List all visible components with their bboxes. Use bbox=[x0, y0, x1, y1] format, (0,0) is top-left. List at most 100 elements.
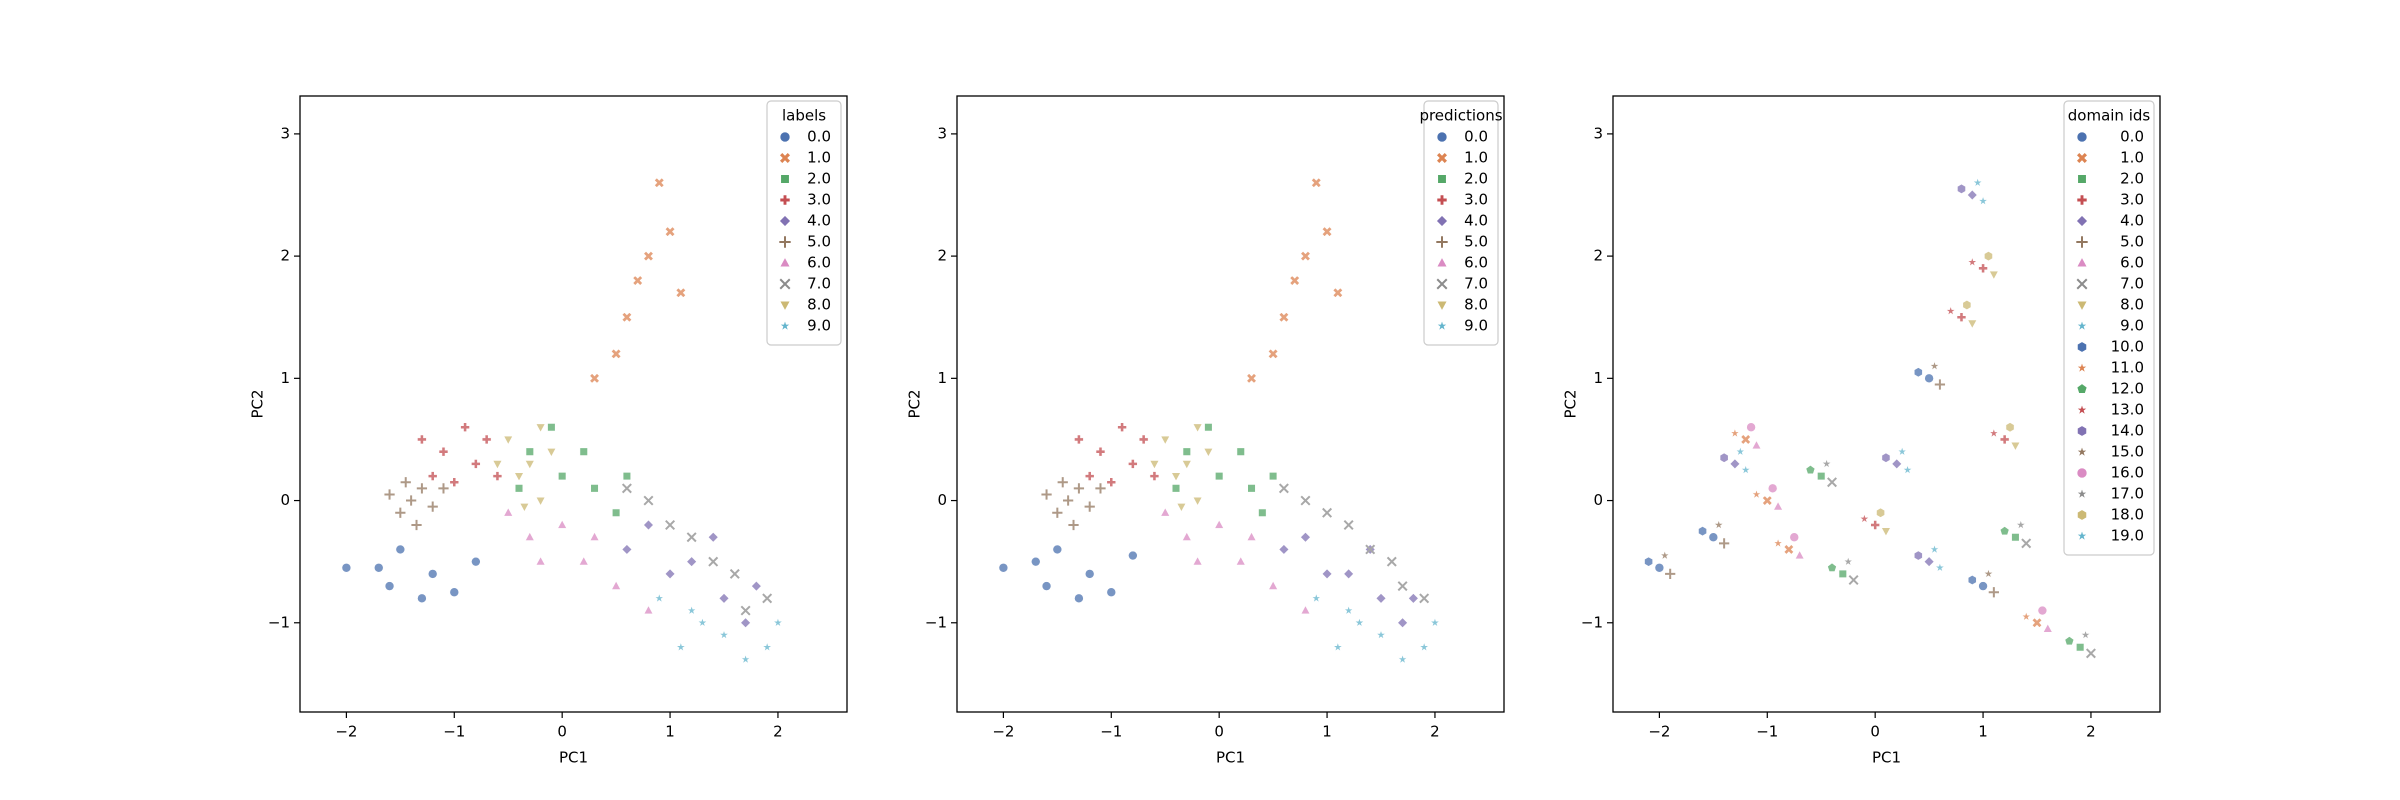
point bbox=[1246, 531, 1257, 541]
point bbox=[1967, 574, 1977, 586]
panel: −2 −1 0 1 2 −1 0 1 2 3 PC1 PC2 predictions 0.0 1.0 2.0 3… bbox=[906, 95, 1505, 767]
point bbox=[1149, 471, 1160, 481]
point bbox=[1740, 464, 1752, 475]
legend-marker bbox=[2076, 152, 2088, 164]
legend-label: 5.0 bbox=[2120, 233, 2144, 251]
legend-marker bbox=[2076, 383, 2088, 394]
point bbox=[1698, 526, 1707, 537]
legend-label: 12.0 bbox=[2111, 380, 2144, 398]
point bbox=[1397, 581, 1408, 592]
point bbox=[1128, 459, 1138, 469]
point bbox=[1074, 593, 1084, 604]
y-tick-label: −1 bbox=[268, 613, 290, 631]
panel: −2 −1 0 1 2 −1 0 1 2 3 PC1 PC2 domain ids 0.0 1.0 2.0 3.… bbox=[1562, 95, 2161, 767]
point bbox=[525, 447, 534, 456]
point bbox=[514, 472, 525, 482]
legend-marker bbox=[779, 152, 791, 164]
legend-label: 7.0 bbox=[807, 275, 831, 293]
legend-label: 7.0 bbox=[2120, 275, 2144, 293]
point bbox=[1268, 580, 1279, 590]
y-tick-label: 0 bbox=[280, 491, 290, 509]
point bbox=[405, 495, 417, 506]
point bbox=[1896, 445, 1908, 457]
point bbox=[622, 471, 632, 481]
point bbox=[384, 581, 395, 591]
legend-marker bbox=[2077, 341, 2087, 353]
y-axis-label: PC2 bbox=[906, 389, 924, 418]
legend-marker bbox=[2075, 319, 2089, 332]
point bbox=[1858, 512, 1871, 524]
point bbox=[2042, 623, 2053, 633]
point bbox=[1966, 189, 1978, 201]
point bbox=[1246, 373, 1257, 384]
point bbox=[1913, 550, 1923, 561]
point bbox=[718, 592, 730, 604]
legend-label: 2.0 bbox=[1464, 170, 1488, 188]
point bbox=[1074, 434, 1084, 445]
point bbox=[1084, 471, 1095, 481]
point bbox=[762, 593, 773, 604]
point bbox=[1343, 568, 1355, 580]
legend-marker bbox=[1436, 300, 1448, 312]
point bbox=[341, 562, 352, 573]
legend-label: 8.0 bbox=[2120, 296, 2144, 314]
point bbox=[1729, 427, 1741, 439]
point bbox=[1772, 537, 1784, 549]
point bbox=[1041, 489, 1052, 500]
legend-marker bbox=[2075, 361, 2089, 374]
legend-label: 3.0 bbox=[2120, 191, 2144, 209]
point bbox=[519, 502, 530, 513]
point bbox=[589, 531, 600, 541]
y-tick-label: −1 bbox=[925, 613, 947, 631]
y-tick-label: 0 bbox=[1593, 491, 1603, 509]
point bbox=[400, 477, 411, 488]
point bbox=[1977, 195, 1989, 206]
legend-label: 15.0 bbox=[2111, 443, 2144, 461]
legend-label: 3.0 bbox=[1464, 191, 1488, 209]
legend-marker bbox=[779, 256, 791, 268]
point bbox=[1750, 488, 1763, 500]
legend-label: 0.0 bbox=[2120, 128, 2144, 146]
legend-title: predictions bbox=[1419, 107, 1502, 125]
legend-title: domain ids bbox=[2068, 107, 2151, 125]
x-tick-label: −1 bbox=[443, 723, 465, 741]
point bbox=[1278, 483, 1289, 494]
point bbox=[535, 556, 546, 566]
point bbox=[1988, 270, 1999, 281]
point bbox=[411, 519, 422, 531]
legend: labels 0.0 1.0 2.0 3.0 4.0 5.0 6.0 7.0 8.0 9.0 bbox=[766, 100, 842, 346]
point bbox=[729, 568, 740, 579]
point bbox=[1138, 434, 1149, 445]
points bbox=[998, 177, 1441, 665]
point bbox=[696, 616, 709, 628]
y-tick-label: 3 bbox=[280, 124, 290, 142]
point bbox=[686, 556, 698, 568]
legend-label: 4.0 bbox=[807, 212, 831, 230]
point bbox=[653, 592, 665, 604]
point bbox=[2076, 643, 2085, 652]
y-tick-label: 2 bbox=[280, 247, 290, 265]
point bbox=[2037, 605, 2048, 616]
point bbox=[1820, 457, 1833, 469]
y-tick-label: 1 bbox=[937, 369, 947, 387]
point bbox=[1773, 501, 1784, 511]
point bbox=[1204, 423, 1213, 432]
point bbox=[1052, 544, 1063, 555]
point bbox=[1030, 556, 1041, 567]
point bbox=[1740, 434, 1751, 445]
point bbox=[1923, 556, 1935, 568]
point bbox=[481, 434, 492, 445]
point bbox=[1289, 275, 1300, 286]
point bbox=[1719, 452, 1729, 463]
legend-label: 6.0 bbox=[2120, 254, 2144, 272]
legend-label: 3.0 bbox=[807, 191, 831, 209]
point bbox=[1063, 495, 1074, 506]
point bbox=[2020, 610, 2032, 622]
point bbox=[1746, 422, 1756, 433]
x-tick-label: 0 bbox=[1870, 723, 1880, 741]
point bbox=[1972, 176, 1984, 188]
legend: predictions 0.0 1.0 2.0 3.0 4.0 5.0 6.0 7.0 8.0 9.… bbox=[1419, 100, 1503, 346]
x-tick-label: −1 bbox=[1756, 723, 1778, 741]
point bbox=[1794, 549, 1805, 560]
legend-marker bbox=[2075, 529, 2089, 542]
